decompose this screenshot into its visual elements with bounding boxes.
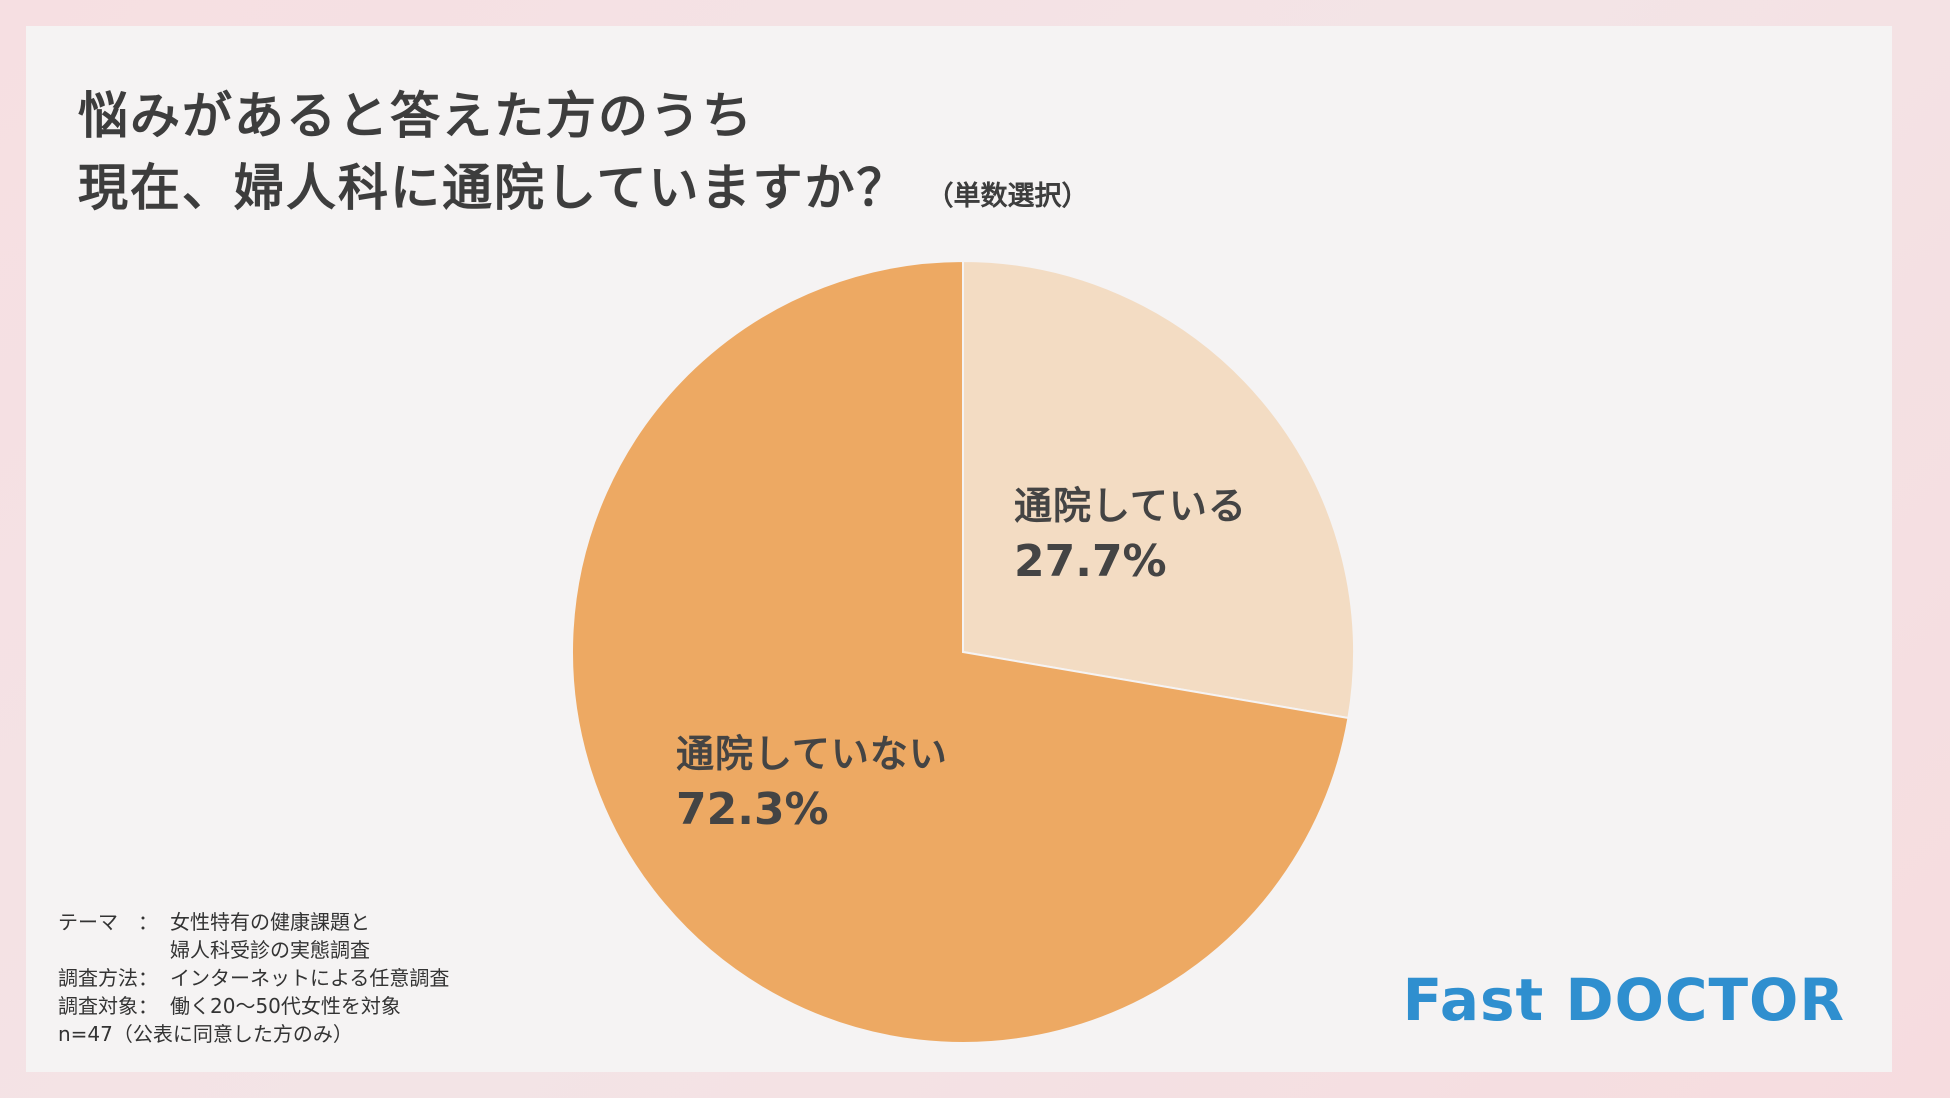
theme-value-1: 女性特有の健康課題と <box>170 910 370 934</box>
slice-label-attending: 通院している 27.7% <box>1014 478 1247 590</box>
slice-label-attending-value: 27.7% <box>1014 536 1167 587</box>
fast-doctor-logo: Fast DOCTOR <box>1402 966 1845 1034</box>
theme-value-2: 婦人科受診の実態調査 <box>170 938 370 962</box>
chart-title: 悩みがあると答えた方のうち 現在、婦人科に通院していますか？ （単数選択） <box>78 80 1089 233</box>
method-label: 調査方法： <box>58 966 158 990</box>
slice-label-not-attending: 通院していない 72.3% <box>676 726 948 838</box>
title-line-1: 悩みがあると答えた方のうち <box>78 87 754 145</box>
target-label: 調査対象： <box>58 994 158 1018</box>
pie-chart <box>571 259 1355 1044</box>
sample-size: n=47（公表に同意した方のみ） <box>58 1022 353 1046</box>
title-line-2: 現在、婦人科に通院していますか？ （単数選択） <box>78 152 1089 233</box>
target-value: 働く20〜50代女性を対象 <box>170 994 401 1018</box>
chart-card: 悩みがあると答えた方のうち 現在、婦人科に通院していますか？ （単数選択） 通院し… <box>26 26 1892 1072</box>
theme-label: テーマ ： <box>58 910 158 934</box>
pie-slice-1 <box>571 259 1350 1044</box>
survey-info: テーマ ： 女性特有の健康課題と 婦人科受診の実態調査 調査方法： インターネットに… <box>58 908 449 1048</box>
title-note: （単数選択） <box>926 181 1089 212</box>
method-value: インターネットによる任意調査 <box>170 966 450 990</box>
slice-label-attending-name: 通院している <box>1014 484 1247 528</box>
slice-label-not-attending-value: 72.3% <box>676 784 829 835</box>
title-line-2-text: 現在、婦人科に通院していますか？ <box>78 159 909 217</box>
slice-label-not-attending-name: 通院していない <box>676 732 948 776</box>
pie-slice-0 <box>962 259 1355 720</box>
